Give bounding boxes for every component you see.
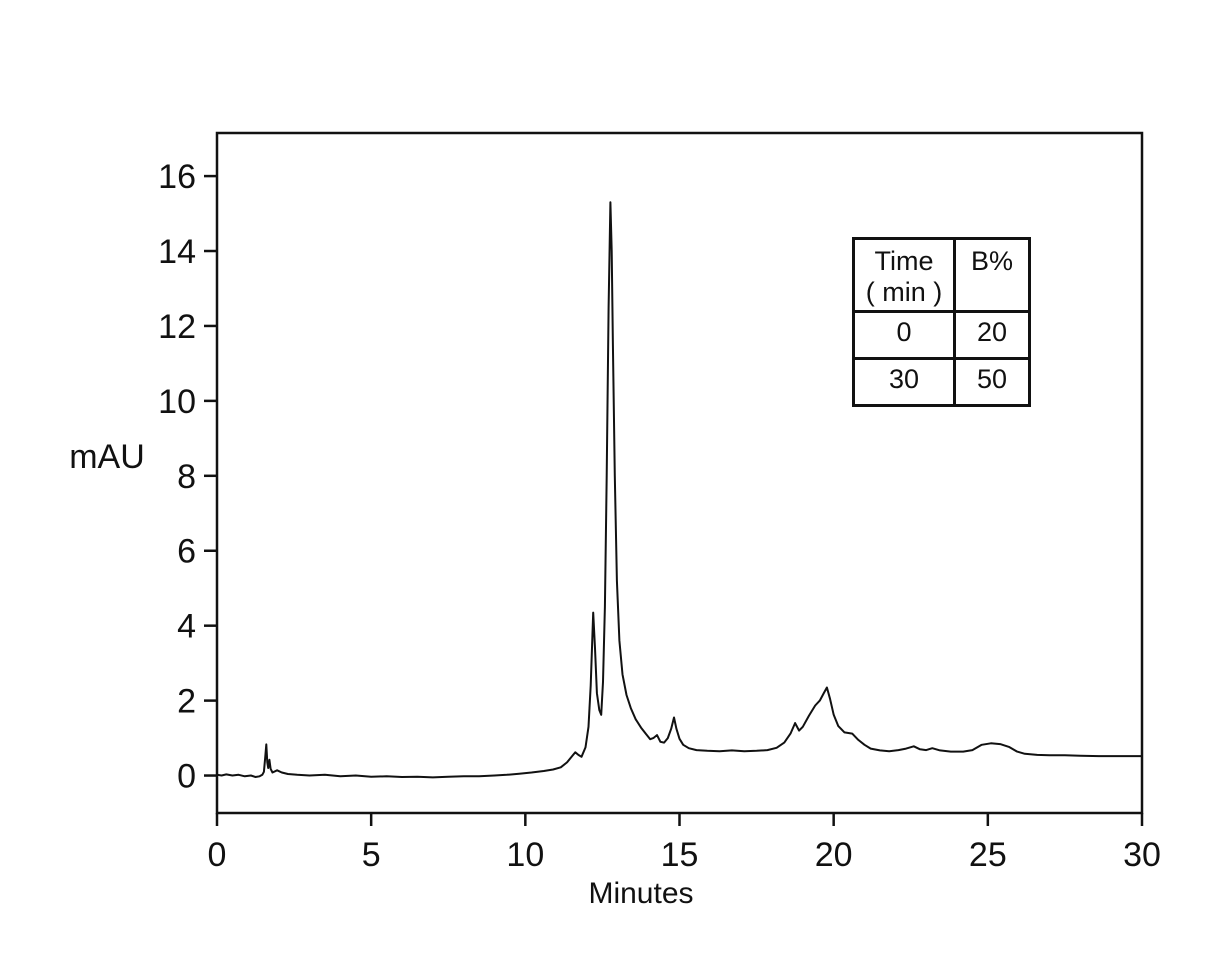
svg-text:0: 0 (208, 836, 227, 874)
svg-text:10: 10 (506, 836, 544, 874)
y-axis-ticks (204, 174, 217, 777)
svg-text:16: 16 (158, 158, 196, 196)
svg-text:5: 5 (362, 836, 381, 874)
svg-text:8: 8 (177, 458, 196, 496)
gradient-table-time-header: Time ( min ) (852, 237, 956, 313)
plot-area-border (215, 131, 1144, 815)
svg-text:20: 20 (815, 836, 853, 874)
svg-text:14: 14 (158, 233, 196, 271)
x-axis-title: Minutes (588, 877, 693, 910)
chromatogram-trace (216, 201, 1143, 779)
gradient-b-cell: 20 (953, 310, 1031, 360)
y-axis-title: mAU (69, 438, 145, 476)
svg-text:12: 12 (158, 308, 196, 346)
svg-text:25: 25 (969, 836, 1007, 874)
time-header-line2: ( min ) (865, 277, 943, 307)
svg-text:6: 6 (177, 533, 196, 571)
gradient-table-row: 30 50 (852, 357, 1031, 407)
gradient-time-cell: 0 (852, 310, 956, 360)
gradient-b-cell: 50 (953, 357, 1031, 407)
time-header-line1: Time (874, 246, 934, 276)
x-axis-tick-labels: 0 5 10 15 20 25 30 (208, 836, 1161, 874)
y-axis-tick-labels: 0 2 4 6 8 10 12 14 16 (158, 158, 196, 795)
gradient-table-b-header: B% (953, 237, 1031, 313)
x-axis-ticks (215, 813, 1144, 826)
svg-text:15: 15 (661, 836, 699, 874)
gradient-table-header-row: Time ( min ) B% (852, 237, 1031, 313)
gradient-time-cell: 30 (852, 357, 956, 407)
gradient-table: Time ( min ) B% 0 20 30 50 (852, 237, 1031, 407)
svg-text:10: 10 (158, 383, 196, 421)
svg-text:30: 30 (1123, 836, 1161, 874)
gradient-table-row: 0 20 (852, 310, 1031, 360)
svg-text:4: 4 (177, 608, 196, 646)
svg-text:0: 0 (177, 758, 196, 796)
svg-text:2: 2 (177, 683, 196, 721)
